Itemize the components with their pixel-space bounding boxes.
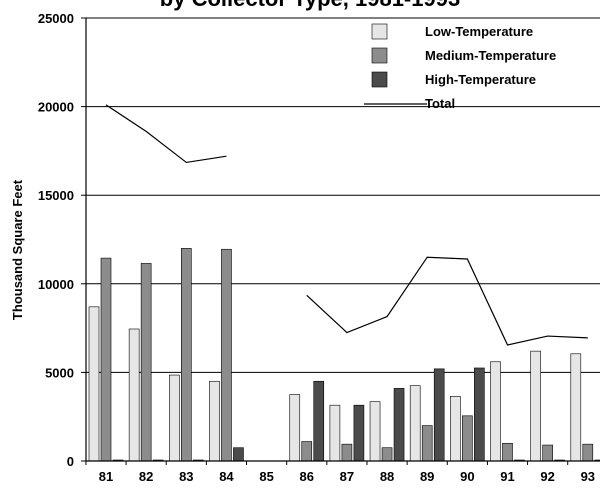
x-tick-label: 84 [219,469,234,484]
legend-swatch [371,47,388,64]
bars [88,248,600,462]
bar-medium-temperature-82 [140,263,152,462]
x-tick-label: 86 [300,469,314,484]
x-tick-label: 92 [540,469,554,484]
x-tick-label: 90 [460,469,474,484]
x-axis-ticks: 81 82 83 84 85 86 87 88 89 90 91 92 93 [85,461,595,484]
bar-medium-temperature-92 [542,444,553,462]
bar-medium-temperature-88 [381,447,393,462]
bar-medium-temperature-89 [421,425,433,462]
bar-medium-temperature-91 [502,442,513,462]
bar-medium-temperature-83 [181,248,192,462]
total-line [105,104,588,346]
y-tick-label: 20000 [38,100,74,115]
y-axis-ticks: 0 5000 10000 15000 20000 25000 [38,11,74,469]
bar-high-temperature-90 [474,367,485,462]
bar-low-temperature-89 [409,385,421,462]
x-tick-label: 91 [500,469,514,484]
bar-medium-temperature-86 [301,441,313,462]
total-line-segment [105,104,227,164]
y-tick-label: 15000 [38,188,74,203]
x-tick-label: 85 [259,469,273,484]
legend-label: Medium-Temperature [425,48,556,63]
chart-title: by Collector Type, 1981-1993 [160,0,460,11]
x-tick-label: 89 [420,469,434,484]
legend-swatch [371,23,388,40]
bar-low-temperature-83 [169,374,180,462]
bar-high-temperature-88 [393,388,405,462]
bar-low-temperature-87 [329,404,341,462]
bar-low-temperature-92 [530,350,541,462]
x-tick-label: 82 [139,469,153,484]
axes [81,17,600,462]
bar-low-temperature-93 [570,353,582,462]
y-tick-label: 10000 [38,277,74,292]
bar-low-temperature-91 [490,361,501,462]
legend: Low-Temperature Medium-Temperature High-Te… [364,23,556,111]
x-tick-label: 83 [179,469,193,484]
y-tick-label: 0 [67,454,74,469]
bar-medium-temperature-84 [221,248,232,462]
bar-high-temperature-86 [313,380,325,462]
legend-label: High-Temperature [425,72,536,87]
y-axis-label: Thousand Square Feet [10,179,25,320]
y-tick-label: 5000 [45,365,74,380]
bar-low-temperature-90 [450,396,461,462]
bar-low-temperature-81 [88,306,100,462]
bar-low-temperature-86 [289,394,301,462]
y-tick-label: 25000 [38,11,74,26]
legend-label: Low-Temperature [425,24,533,39]
legend-swatch [371,71,388,88]
x-tick-label: 87 [340,469,354,484]
bar-medium-temperature-81 [100,257,112,462]
x-tick-label: 88 [380,469,394,484]
legend-label: Total [425,96,455,111]
bar-high-temperature-89 [433,368,445,462]
bar-high-temperature-84 [233,447,244,462]
bar-low-temperature-88 [369,401,381,462]
bar-low-temperature-82 [128,328,140,462]
total-line-segment [306,256,588,346]
bar-low-temperature-84 [209,380,220,462]
bar-medium-temperature-90 [462,415,473,462]
bar-medium-temperature-93 [582,443,594,462]
x-tick-label: 93 [581,469,595,484]
gridlines [86,17,600,373]
bar-medium-temperature-87 [341,443,353,462]
bar-high-temperature-87 [353,404,365,462]
x-tick-label: 81 [99,469,113,484]
